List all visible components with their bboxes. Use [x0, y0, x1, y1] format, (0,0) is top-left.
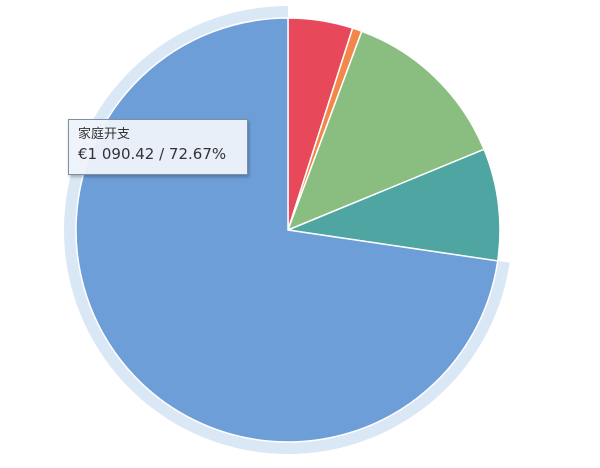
slice-tooltip: 家庭开支 €1 090.42 / 72.67%: [68, 119, 248, 175]
tooltip-value: €1 090.42 / 72.67%: [78, 145, 227, 163]
pie-slice-3[interactable]: [287, 30, 485, 231]
tooltip-title: 家庭开支: [78, 127, 131, 142]
pie-slice-4[interactable]: [287, 148, 501, 262]
slice-layer: [75, 17, 501, 443]
